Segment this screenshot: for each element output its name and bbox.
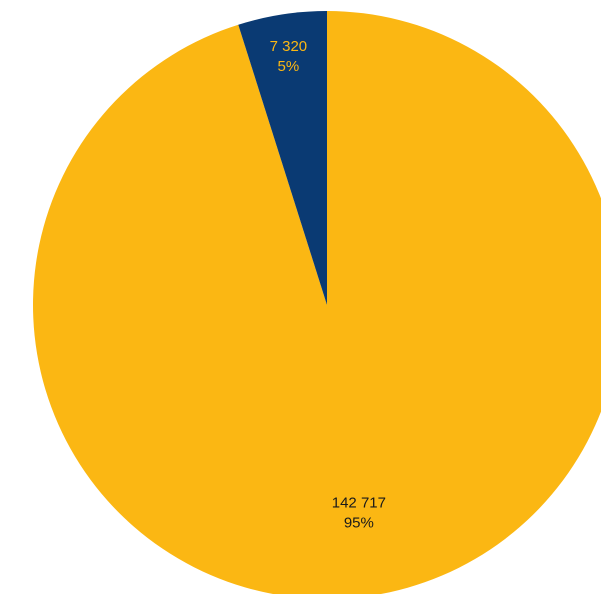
pie-slice-0 [33, 11, 601, 594]
slice-value-label-1: 7 320 [270, 38, 308, 55]
slice-percent-label-0: 95% [344, 514, 374, 531]
pie-slice-1 [238, 11, 327, 305]
slice-value-label-0: 142 717 [332, 494, 386, 511]
pie-labels: 142 717 95% 7 320 5% [270, 38, 386, 531]
slice-percent-label-1: 5% [278, 58, 300, 75]
pie-slices [33, 11, 601, 594]
